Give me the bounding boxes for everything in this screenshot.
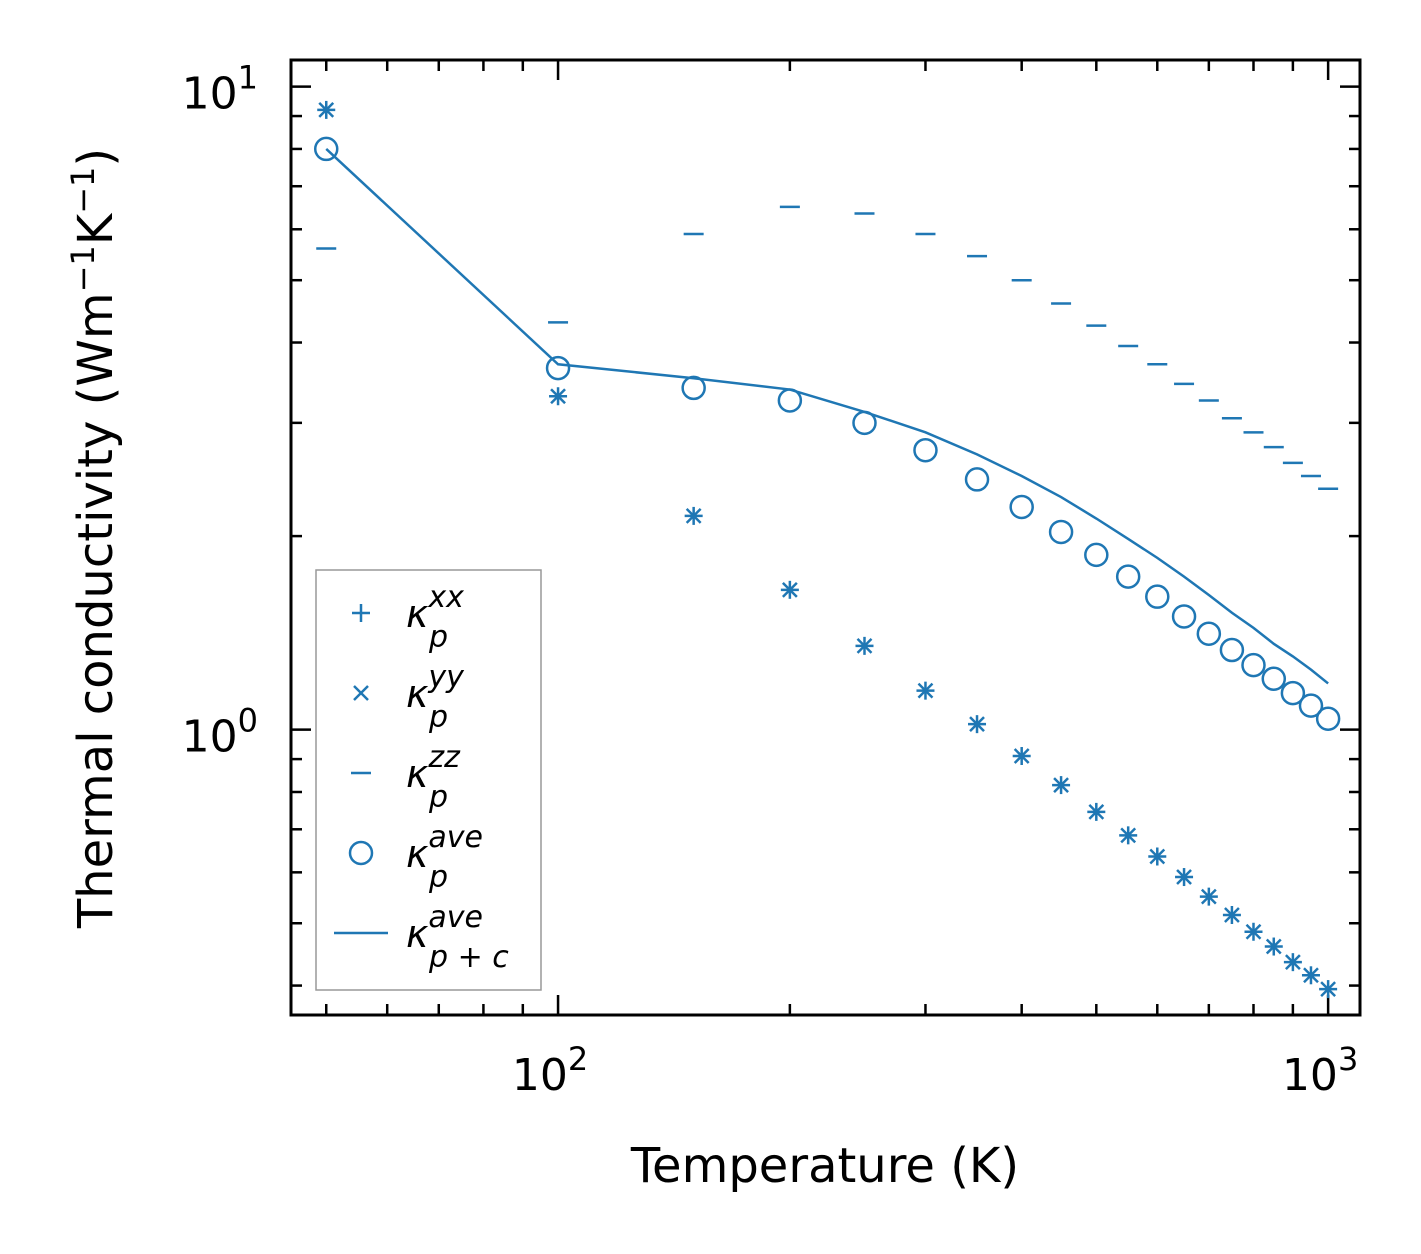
- data-point: [964, 467, 990, 492]
- data-point: [1149, 848, 1166, 865]
- data-point: [1280, 680, 1306, 706]
- data-point: [1219, 637, 1245, 663]
- data-point: [1084, 542, 1109, 568]
- data-point: [1261, 666, 1287, 692]
- data-point: [1145, 584, 1170, 609]
- data-point: [1315, 706, 1341, 731]
- legend-box: [315, 569, 542, 991]
- tick-labels: 102 103 100 101: [182, 59, 1359, 1101]
- series-kappa_p_ave: [313, 136, 1341, 731]
- data-point: [1320, 981, 1337, 997]
- legend-marker: [348, 840, 374, 866]
- x-tick-label: 103: [1282, 1040, 1358, 1101]
- data-point: [1303, 967, 1319, 984]
- legend-label: κyy p: [406, 660, 465, 735]
- data-point: [969, 716, 985, 733]
- data-point: [1245, 923, 1262, 940]
- data-point: [318, 102, 335, 118]
- series-kappa_p_yy: [318, 102, 1337, 997]
- data-point: [1120, 827, 1137, 844]
- data-point: [781, 581, 798, 598]
- data-point: [313, 136, 339, 162]
- data-point: [550, 388, 566, 405]
- data-point: [1285, 954, 1301, 971]
- data-series: [313, 100, 1341, 999]
- data-point: [1265, 938, 1282, 955]
- y-tick-label: 100: [182, 702, 258, 763]
- series-kappa_p_zz: [316, 205, 1339, 490]
- legend-label: κzz p: [406, 740, 461, 815]
- data-point: [1298, 693, 1324, 718]
- data-point: [1048, 519, 1074, 545]
- data-point: [685, 508, 702, 524]
- plot-frame: [289, 58, 1362, 1017]
- y-tick-label: 101: [182, 59, 258, 120]
- data-point: [1224, 907, 1240, 923]
- data-point: [913, 437, 938, 463]
- data-point: [1088, 804, 1105, 820]
- data-point: [681, 375, 706, 401]
- legend-label: κxx p: [406, 580, 464, 655]
- data-point: [1176, 869, 1192, 885]
- data-point: [1013, 748, 1030, 764]
- y-axis-title: Thermal conductivity (Wm−1K−1): [64, 148, 124, 929]
- data-point: [1196, 621, 1222, 646]
- series-line: [325, 148, 1329, 685]
- x-tick-label: 102: [512, 1040, 588, 1101]
- data-point: [856, 637, 873, 654]
- axis-ticks: [291, 60, 1360, 1015]
- legend-marker: [353, 685, 369, 701]
- data-point: [1009, 494, 1034, 520]
- legend-label: κave p: [406, 820, 483, 895]
- data-point: [1200, 888, 1217, 905]
- data-point: [1171, 604, 1197, 629]
- data-point: [545, 355, 571, 381]
- legend-marker: [352, 604, 370, 622]
- x-axis-title: Temperature (K): [630, 1138, 1019, 1194]
- legend-label: κave p + c: [406, 900, 509, 975]
- series-kappa_p+c_ave: [325, 148, 1329, 685]
- data-point: [1115, 564, 1141, 589]
- data-point: [917, 682, 934, 699]
- data-point: [1053, 777, 1069, 793]
- data-point: [1241, 652, 1266, 678]
